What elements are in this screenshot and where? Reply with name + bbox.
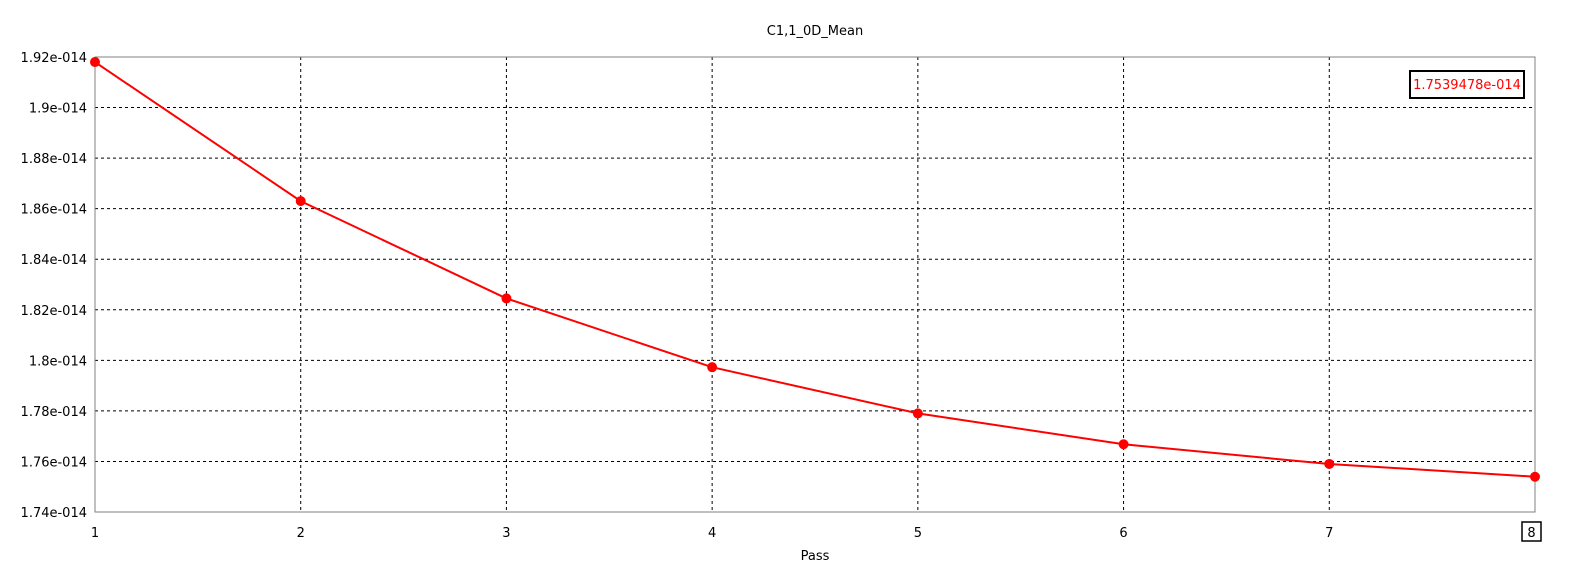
data-point[interactable] (707, 362, 718, 373)
x-cursor-label: 8 (1527, 526, 1535, 541)
x-tick-label: 1 (91, 526, 99, 541)
x-tick-label: 2 (297, 526, 305, 541)
x-tick-label: 4 (708, 526, 716, 541)
series-line (94, 61, 1536, 478)
series-markers (90, 57, 1540, 482)
data-point[interactable] (90, 57, 100, 68)
data-point[interactable] (501, 293, 512, 304)
y-tick-label: 1.92e-014 (21, 51, 87, 66)
x-tick-label: 3 (502, 526, 510, 541)
x-tick-label: 6 (1119, 526, 1127, 541)
y-tick-label: 1.82e-014 (21, 304, 87, 319)
x-tick-label: 7 (1325, 526, 1333, 541)
y-tick-label: 1.9e-014 (29, 102, 87, 117)
plot-frame (94, 56, 1536, 513)
grid (94, 56, 1536, 513)
chart-title: C1,1_0D_Mean (767, 24, 863, 39)
y-tick-label: 1.84e-014 (21, 253, 87, 268)
y-axis: 1.74e-014 1.76e-014 1.78e-014 1.8e-014 1.82e… (21, 51, 87, 521)
y-tick-label: 1.78e-014 (21, 405, 87, 420)
x-axis-label: Pass (801, 549, 830, 564)
x-axis: 1 2 3 4 5 6 7 (91, 526, 1334, 541)
data-point[interactable] (1118, 439, 1129, 450)
x-cursor-box (1521, 521, 1542, 542)
y-tick-label: 1.74e-014 (21, 506, 87, 521)
y-tick-label: 1.8e-014 (29, 354, 87, 369)
y-tick-label: 1.86e-014 (21, 203, 87, 218)
y-tick-label: 1.88e-014 (21, 152, 87, 167)
data-point[interactable] (1530, 471, 1540, 482)
value-readout[interactable]: 1.7539478e-014 (1409, 70, 1525, 99)
data-point[interactable] (295, 196, 306, 207)
y-tick-label: 1.76e-014 (21, 455, 87, 470)
data-point[interactable] (912, 408, 923, 419)
value-readout-text: 1.7539478e-014 (1413, 78, 1521, 93)
x-tick-label: 5 (914, 526, 922, 541)
data-point[interactable] (1324, 458, 1335, 469)
x-cursor-marker[interactable]: 8 (1521, 521, 1542, 542)
value-readout-box (1409, 70, 1525, 99)
